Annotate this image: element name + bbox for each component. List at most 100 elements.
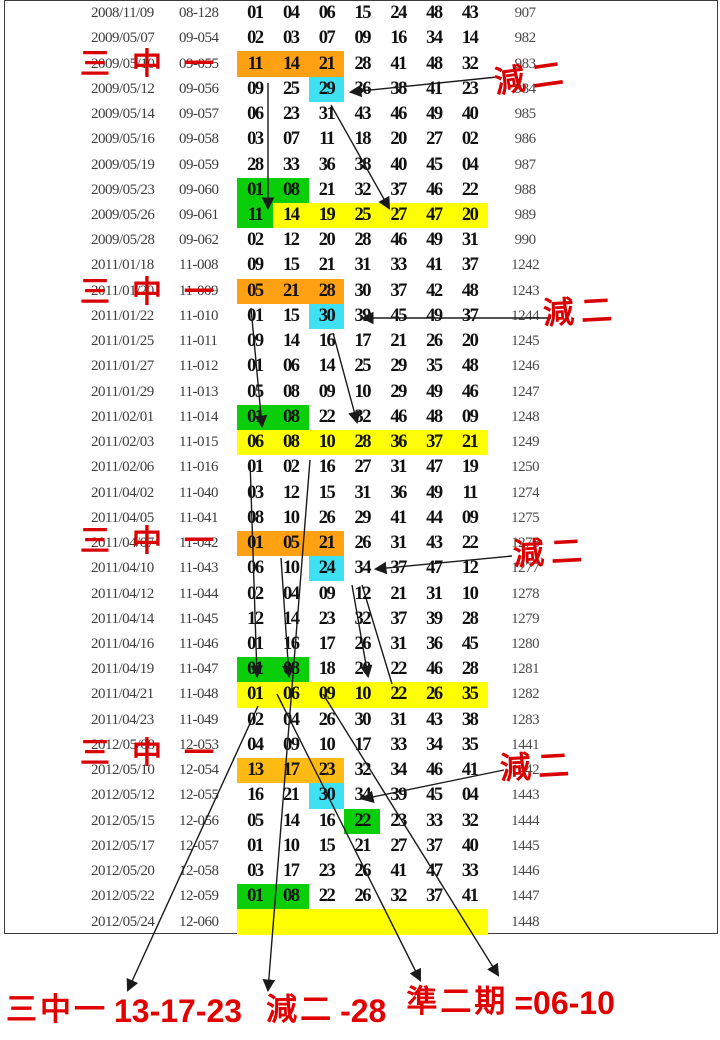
drawn-number-highlight-cyan: 30 — [308, 783, 345, 809]
table-row: 2012/05/20 12-058 03 17 23 26 41 47 33 1446 — [5, 859, 717, 884]
drawn-number-highlight-yellow: 47 — [415, 202, 452, 229]
drawn-number: 28 — [461, 659, 479, 680]
drawn-number: 22 — [318, 886, 336, 907]
drawn-number: 09 — [318, 381, 336, 402]
drawn-number: 23 — [318, 608, 336, 629]
drawn-number: 36 — [426, 633, 443, 654]
table-row: 2011/04/14 11-045 12 14 23 32 37 39 28 1279 — [5, 607, 717, 632]
drawn-number: 47 — [426, 558, 443, 579]
drawn-number: 17 — [282, 861, 300, 882]
draw-date: 2012/05/12 — [91, 787, 155, 804]
prediction-summary: 三中一 13-17-23 減二 -28 準二期 =06-10 — [6, 984, 716, 1030]
drawn-number: 49 — [426, 482, 443, 503]
drawn-number: 09 — [282, 734, 300, 755]
draw-date: 2011/01/20 — [91, 282, 154, 299]
drawn-number: 26 — [354, 633, 372, 654]
drawn-number-highlight-orange: 05 — [237, 278, 273, 304]
period-index: 1442 — [511, 762, 540, 779]
period-index: 1245 — [511, 333, 540, 350]
drawn-number: 47 — [426, 861, 443, 882]
drawn-number: 33 — [390, 734, 407, 755]
drawn-number: 05 — [247, 381, 264, 402]
drawn-number: 40 — [390, 154, 407, 175]
drawn-number: 04 — [282, 3, 300, 24]
drawn-number: 20 — [318, 230, 336, 251]
issue-number: 11-013 — [179, 383, 218, 400]
drawn-number-highlight-yellow: 36 — [380, 429, 416, 456]
issue-number: 12-058 — [179, 863, 219, 880]
period-index: 1448 — [511, 913, 540, 930]
draw-date: 2009/05/28 — [91, 232, 155, 249]
drawn-number: 26 — [354, 861, 372, 882]
drawn-number-highlight-yellow: 28 — [344, 429, 381, 456]
draw-date: 2008/11/09 — [91, 5, 154, 22]
drawn-number: 05 — [247, 810, 264, 831]
drawn-number: 39 — [426, 608, 443, 629]
period-index: 1275 — [511, 509, 540, 526]
drawn-number: 37 — [461, 305, 479, 326]
drawn-number: 17 — [354, 331, 372, 352]
drawn-number: 26 — [354, 886, 372, 907]
drawn-number: 12 — [282, 230, 300, 251]
drawn-number: 14 — [282, 810, 300, 831]
table-row: 2009/05/19 09-059 28 33 36 38 40 45 04 987 — [5, 152, 717, 177]
drawn-number: 16 — [390, 28, 407, 49]
period-index: 1276 — [511, 535, 540, 552]
drawn-number: 37 — [390, 608, 407, 629]
drawn-number: 22 — [318, 406, 336, 427]
drawn-number: 21 — [390, 583, 407, 604]
drawn-number: 23 — [318, 861, 336, 882]
drawn-number-highlight-yellow — [344, 909, 381, 935]
period-index: 983 — [514, 55, 537, 72]
issue-number: 11-014 — [179, 408, 218, 425]
drawn-number: 38 — [461, 709, 479, 730]
drawn-number: 11 — [462, 482, 478, 503]
table-row: 2011/02/01 11-014 01 08 22 32 46 48 09 1248 — [5, 404, 717, 430]
issue-number: 09-057 — [179, 106, 219, 123]
table-row: 2012/05/17 12-057 01 10 15 21 27 37 40 1445 — [5, 834, 717, 859]
draws-table: 2008/11/09 08-128 01 04 06 15 24 48 43 907 2009/05… — [5, 1, 717, 935]
drawn-number: 20 — [390, 129, 407, 150]
drawn-number: 10 — [318, 734, 336, 755]
table-row: 2009/05/07 09-054 02 03 07 09 16 34 14 982 — [5, 26, 717, 51]
drawn-number-highlight-yellow: 25 — [344, 202, 381, 229]
period-index: 1248 — [511, 408, 540, 425]
drawn-number: 48 — [426, 53, 443, 74]
drawn-number: 46 — [390, 406, 407, 427]
drawn-number: 03 — [282, 28, 300, 49]
drawn-number: 12 — [461, 558, 479, 579]
drawn-number: 02 — [247, 28, 264, 49]
period-index: 1277 — [511, 560, 540, 577]
period-index: 1280 — [511, 635, 540, 652]
drawn-number: 02 — [247, 583, 264, 604]
drawn-number: 04 — [247, 734, 264, 755]
drawn-number: 28 — [461, 608, 479, 629]
drawn-number-highlight-yellow: 27 — [380, 202, 416, 229]
issue-number: 11-009 — [179, 282, 218, 299]
period-index: 1250 — [511, 459, 540, 476]
drawn-number: 22 — [461, 179, 479, 200]
drawn-number: 16 — [247, 785, 264, 806]
drawn-number: 01 — [247, 356, 264, 377]
draw-date: 2011/02/03 — [91, 434, 154, 451]
period-index: 982 — [514, 30, 537, 47]
table-row: 2012/05/15 12-056 05 14 16 22 23 33 32 1444 — [5, 808, 717, 834]
drawn-number-highlight-yellow: 35 — [451, 682, 488, 708]
drawn-number: 45 — [390, 305, 407, 326]
drawn-number: 34 — [354, 785, 372, 806]
draw-date: 2012/05/17 — [91, 837, 155, 854]
table-row: 2008/11/09 08-128 01 04 06 15 24 48 43 907 — [5, 1, 717, 26]
drawn-number-highlight-orange: 14 — [272, 51, 309, 77]
drawn-number: 49 — [426, 381, 443, 402]
drawn-number: 41 — [461, 886, 479, 907]
table-row: 2011/04/10 11-043 06 10 24 34 37 47 12 1277 — [5, 556, 717, 582]
drawn-number: 12 — [247, 608, 264, 629]
drawn-number: 01 — [247, 457, 264, 478]
drawn-number: 18 — [318, 659, 336, 680]
drawn-number-highlight-cyan: 24 — [308, 556, 345, 582]
drawn-number: 31 — [426, 583, 443, 604]
drawn-number: 14 — [282, 608, 300, 629]
summary-value: 13-17-23 — [114, 993, 243, 1030]
drawn-number: 11 — [319, 129, 335, 150]
